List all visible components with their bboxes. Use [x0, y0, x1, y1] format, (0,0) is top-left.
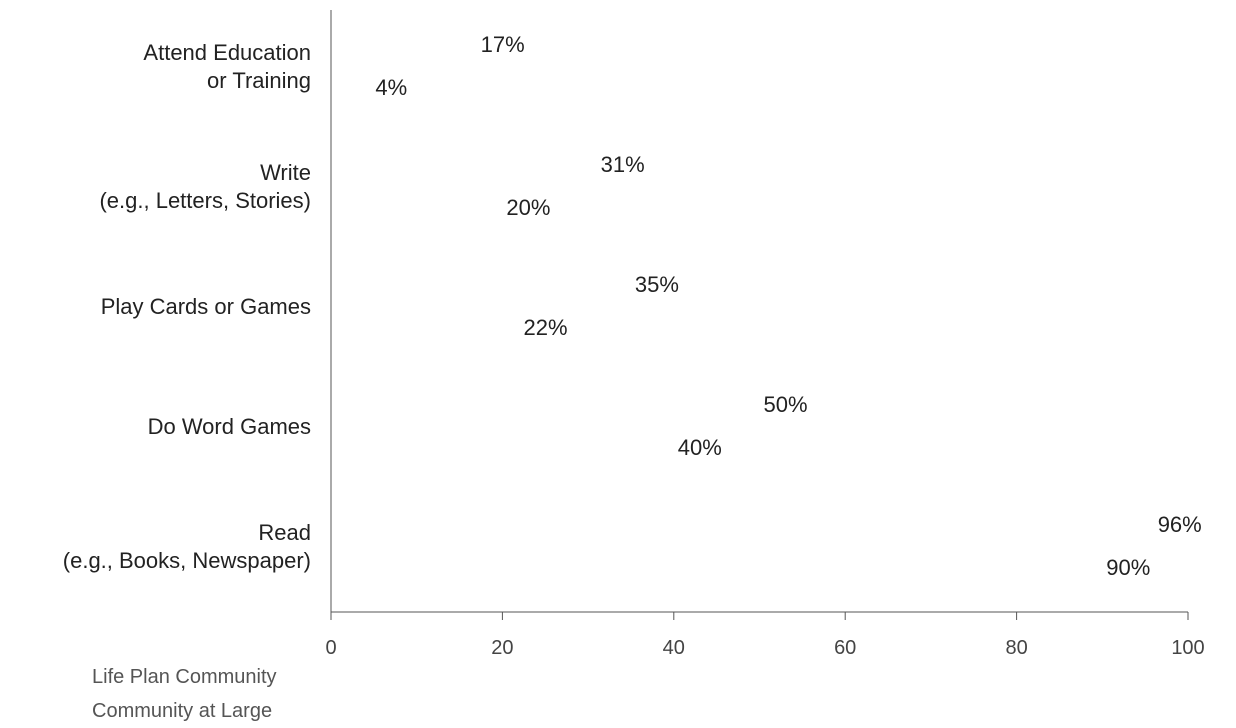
category-label: Read — [258, 520, 311, 545]
x-tick-label: 100 — [1171, 637, 1204, 659]
category-label: or Training — [207, 68, 311, 93]
data-label-series-1: 50% — [763, 392, 807, 417]
data-label-series-2: 4% — [375, 75, 407, 100]
category-label: Play Cards or Games — [101, 294, 311, 319]
data-labels: 17% 31% 35% 50% 96% 4% 20% 22% 40% 90% — [375, 32, 1201, 580]
data-label-series-1: 17% — [481, 32, 525, 57]
data-label-series-2: 40% — [678, 435, 722, 460]
x-tick-label: 0 — [325, 637, 336, 659]
data-label-series-2: 22% — [524, 315, 568, 340]
legend-item-community-at-large: Community at Large — [92, 700, 273, 722]
data-label-series-1: 31% — [601, 152, 645, 177]
x-tick-label: 80 — [1005, 637, 1027, 659]
legend: Life Plan Community Community at Large — [92, 660, 277, 728]
data-label-series-1: 35% — [635, 272, 679, 297]
legend-item-life-plan: Life Plan Community — [92, 666, 277, 688]
x-tick-label: 60 — [834, 637, 856, 659]
data-label-series-1: 96% — [1158, 512, 1202, 537]
category-label: (e.g., Books, Newspaper) — [63, 548, 311, 573]
category-labels: Attend Education or Training Write (e.g., L… — [63, 40, 311, 573]
category-label: (e.g., Letters, Stories) — [99, 188, 311, 213]
x-tick-label: 20 — [491, 637, 513, 659]
category-label: Attend Education — [143, 40, 311, 65]
category-label: Write — [260, 160, 311, 185]
x-tick-label: 40 — [663, 637, 685, 659]
data-label-series-2: 90% — [1106, 555, 1150, 580]
axes — [330, 10, 1189, 620]
category-label: Do Word Games — [148, 414, 311, 439]
tick-labels: 0 20 40 60 80 100 — [325, 637, 1204, 659]
data-label-series-2: 20% — [506, 195, 550, 220]
